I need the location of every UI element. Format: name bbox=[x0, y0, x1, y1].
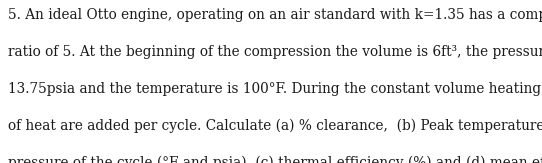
Text: 13.75psia and the temperature is 100°F. During the constant volume heating, 340B: 13.75psia and the temperature is 100°F. … bbox=[8, 82, 542, 96]
Text: of heat are added per cycle. Calculate (a) % clearance,  (b) Peak temperature an: of heat are added per cycle. Calculate (… bbox=[8, 118, 542, 133]
Text: 5. An ideal Otto engine, operating on an air standard with k=1.35 has a compress: 5. An ideal Otto engine, operating on an… bbox=[8, 8, 542, 22]
Text: ratio of 5. At the beginning of the compression the volume is 6ft³, the pressure: ratio of 5. At the beginning of the comp… bbox=[8, 45, 542, 59]
Text: pressure of the cycle (°F and psia), (c) thermal efficiency (%) and (d) mean eff: pressure of the cycle (°F and psia), (c)… bbox=[8, 155, 542, 163]
